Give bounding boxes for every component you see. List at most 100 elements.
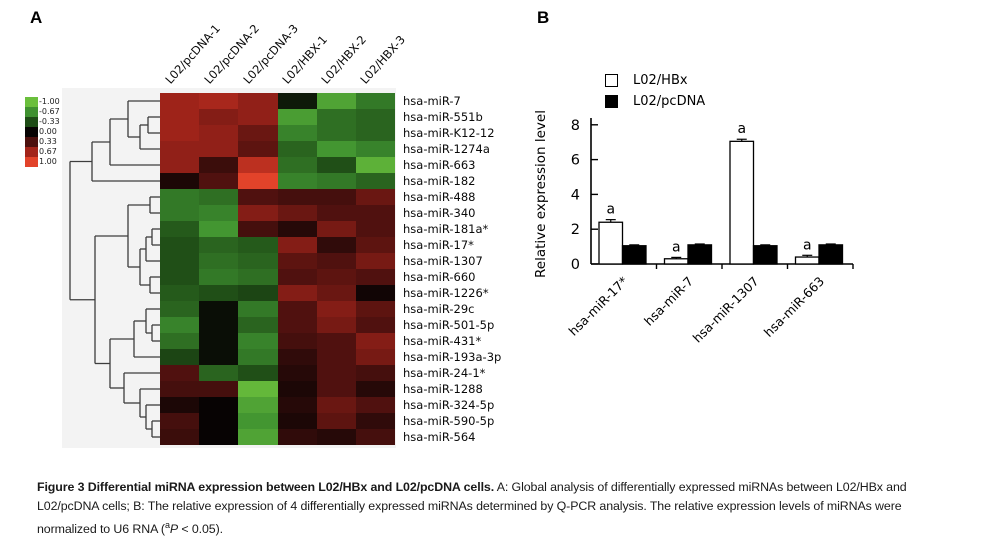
heatmap-cell bbox=[160, 221, 200, 237]
significance-label: a bbox=[672, 239, 681, 255]
heatmap-cell bbox=[277, 301, 317, 317]
legend-swatch-pcdna bbox=[605, 95, 618, 108]
heatmap-cell bbox=[277, 429, 317, 445]
heatmap-row-label: hsa-miR-501-5p bbox=[403, 318, 495, 332]
significance-label: a bbox=[737, 121, 746, 137]
bar-l02-hbx bbox=[729, 140, 755, 265]
heatmap-row bbox=[160, 221, 396, 237]
bar-l02-hbx bbox=[598, 221, 624, 265]
barchart-ytick-label: 6 bbox=[571, 153, 580, 169]
heatmap-cell bbox=[316, 317, 356, 333]
heatmap-row bbox=[160, 173, 396, 189]
heatmap-cell bbox=[277, 381, 317, 397]
heatmap-cell bbox=[199, 221, 239, 237]
heatmap-row-label: hsa-miR-1288 bbox=[403, 382, 483, 396]
heatmap-row-label: hsa-miR-181a* bbox=[403, 222, 489, 236]
heatmap-cell bbox=[160, 349, 200, 365]
color-scale-value: -1.00 bbox=[39, 97, 60, 106]
heatmap-row bbox=[160, 125, 396, 141]
heatmap-cell bbox=[277, 221, 317, 237]
heatmap-cell bbox=[238, 173, 278, 189]
heatmap-row-label: hsa-miR-1274a bbox=[403, 142, 490, 156]
heatmap-cell bbox=[355, 109, 396, 125]
color-scale-labels: -1.00 -0.67 -0.33 0.00 0.33 0.67 1.00 bbox=[39, 97, 60, 167]
heatmap-row-label: hsa-miR-29c bbox=[403, 302, 475, 316]
heatmap-cell bbox=[355, 397, 396, 413]
heatmap-cell bbox=[160, 333, 200, 349]
heatmap-cell bbox=[355, 333, 396, 349]
heatmap-cell bbox=[238, 333, 278, 349]
color-scale-value: -0.33 bbox=[39, 117, 60, 126]
heatmap-cell bbox=[316, 413, 356, 429]
heatmap-cell bbox=[160, 317, 200, 333]
heatmap-cell bbox=[199, 333, 239, 349]
heatmap-cell bbox=[277, 173, 317, 189]
barchart-ytick-label: 8 bbox=[571, 118, 580, 134]
barchart-category-label: hsa-miR-17* bbox=[565, 274, 630, 339]
figure-caption: Figure 3 Differential miRNA expression b… bbox=[37, 478, 962, 539]
heatmap-cell bbox=[355, 205, 396, 221]
heatmap-row bbox=[160, 93, 396, 109]
heatmap-row bbox=[160, 269, 396, 285]
color-scale-swatch bbox=[25, 157, 38, 167]
heatmap-cell bbox=[355, 157, 396, 173]
heatmap-cell bbox=[277, 141, 317, 157]
heatmap-cell bbox=[316, 333, 356, 349]
heatmap-cell bbox=[277, 349, 317, 365]
heatmap-cell bbox=[199, 205, 239, 221]
heatmap-cell bbox=[277, 157, 317, 173]
heatmap-cell bbox=[199, 269, 239, 285]
heatmap-cell bbox=[316, 237, 356, 253]
heatmap-cell bbox=[199, 397, 239, 413]
heatmap-row-label: hsa-miR-17* bbox=[403, 238, 474, 252]
color-scale-swatch bbox=[25, 147, 38, 157]
heatmap-row-label: hsa-miR-551b bbox=[403, 110, 483, 124]
heatmap-cell bbox=[199, 253, 239, 269]
legend-item-hbx: L02/HBx bbox=[605, 70, 705, 91]
heatmap-row bbox=[160, 301, 396, 317]
color-scale-swatch bbox=[25, 117, 38, 127]
heatmap-cell bbox=[316, 349, 356, 365]
heatmap-cell bbox=[277, 253, 317, 269]
heatmap-row-label: hsa-miR-431* bbox=[403, 334, 482, 348]
heatmap-cell bbox=[160, 269, 200, 285]
heatmap-cell bbox=[160, 109, 200, 125]
caption-p-italic: P bbox=[169, 522, 179, 537]
caption-tail: < 0.05). bbox=[178, 522, 223, 537]
heatmap-color-scale: -1.00 -0.67 -0.33 0.00 0.33 0.67 1.00 bbox=[25, 97, 60, 167]
caption-significance-sup: a bbox=[164, 520, 170, 531]
heatmap-row bbox=[160, 381, 396, 397]
heatmap-cell bbox=[238, 317, 278, 333]
heatmap-cell bbox=[199, 189, 239, 205]
heatmap-cell bbox=[316, 221, 356, 237]
heatmap-cell bbox=[277, 413, 317, 429]
bar-l02-pcdna bbox=[687, 244, 713, 265]
heatmap-row bbox=[160, 397, 396, 413]
barchart-legend: L02/HBx L02/pcDNA bbox=[605, 70, 705, 112]
heatmap-cell bbox=[355, 221, 396, 237]
heatmap-cell bbox=[316, 141, 356, 157]
heatmap-cell bbox=[316, 173, 356, 189]
significance-label: a bbox=[803, 237, 812, 253]
heatmap-cell bbox=[355, 93, 396, 109]
heatmap-cell bbox=[277, 285, 317, 301]
heatmap-cell bbox=[277, 109, 317, 125]
heatmap-row-label: hsa-miR-182 bbox=[403, 174, 476, 188]
heatmap-cell bbox=[316, 381, 356, 397]
color-scale-value: 0.33 bbox=[39, 137, 57, 146]
heatmap-cell bbox=[316, 157, 356, 173]
barchart-ylabel: Relative expression level bbox=[533, 110, 549, 278]
bar-l02-pcdna bbox=[752, 245, 778, 265]
barchart-category-label: hsa-miR-1307 bbox=[690, 274, 762, 346]
heatmap-row bbox=[160, 157, 396, 173]
heatmap-cell bbox=[199, 237, 239, 253]
heatmap-row-label: hsa-miR-660 bbox=[403, 270, 476, 284]
color-scale-value: 1.00 bbox=[39, 157, 57, 166]
heatmap-cell bbox=[160, 205, 200, 221]
barchart-ytick-label: 4 bbox=[571, 187, 580, 203]
heatmap-row bbox=[160, 365, 396, 381]
heatmap-cell bbox=[160, 237, 200, 253]
heatmap-cell bbox=[316, 253, 356, 269]
heatmap-cell bbox=[238, 109, 278, 125]
heatmap-cell bbox=[238, 365, 278, 381]
